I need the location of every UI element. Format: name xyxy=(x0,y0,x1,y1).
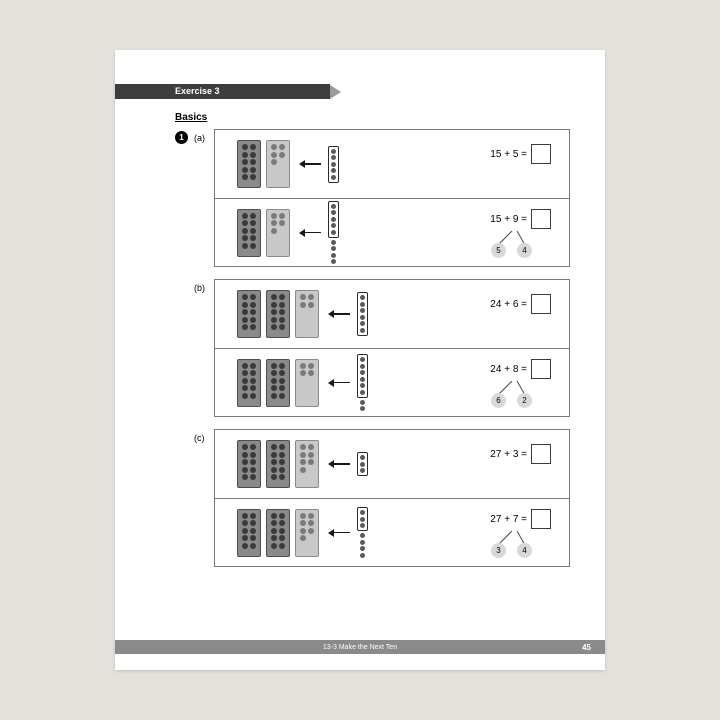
problem-panel: 15 + 9 = 54 xyxy=(215,198,569,266)
sub-label: (c) xyxy=(194,433,214,443)
bond-right: 4 xyxy=(517,243,532,258)
blocks-area xyxy=(215,507,368,558)
ten-block-light xyxy=(295,440,319,488)
ones-column xyxy=(328,146,339,183)
ones-column xyxy=(357,507,368,558)
equation-text: 24 + 8 = xyxy=(490,364,527,375)
answer-box[interactable] xyxy=(531,509,551,529)
sub-label: (b) xyxy=(194,283,214,293)
equation-text: 15 + 9 = xyxy=(490,214,527,225)
equation-text: 27 + 3 = xyxy=(490,449,527,460)
ones-column xyxy=(357,292,368,336)
equation: 27 + 3 = xyxy=(490,444,551,464)
problem-panel: 24 + 8 = 62 xyxy=(215,348,569,416)
exercise-banner: Exercise 3 xyxy=(115,84,341,99)
ten-block-light xyxy=(295,290,319,338)
ten-block-dark xyxy=(266,509,290,557)
ten-block-light xyxy=(266,209,290,257)
ones-column xyxy=(357,452,368,476)
problem-panel: 27 + 7 = 34 xyxy=(215,498,569,566)
arrow-left-icon xyxy=(328,460,350,468)
answer-box[interactable] xyxy=(531,294,551,314)
number-bond: 62 xyxy=(489,381,535,411)
arrow-left-icon xyxy=(328,529,350,537)
page-number: 45 xyxy=(582,643,591,652)
ones-block xyxy=(328,201,339,238)
answer-box[interactable] xyxy=(531,359,551,379)
extra-dots xyxy=(331,240,336,265)
arrow-left-icon xyxy=(328,310,350,318)
content-area: Basics 1 (a)15 + 5 =15 + 9 =54(b)24 + 6 … xyxy=(175,112,570,583)
blocks-area xyxy=(215,440,368,488)
subquestions: (a)15 + 5 =15 + 9 =54(b)24 + 6 =24 + 8 =… xyxy=(194,129,570,579)
ten-block-dark xyxy=(237,140,261,188)
ten-block-dark xyxy=(237,209,261,257)
banner-title: Exercise 3 xyxy=(115,84,330,99)
ones-block xyxy=(357,292,368,336)
ones-block xyxy=(357,507,368,531)
footer-lesson: 13-3 Make the Next Ten xyxy=(323,644,397,651)
ones-block xyxy=(357,354,368,398)
blocks-area xyxy=(215,354,368,411)
equation: 24 + 6 = xyxy=(490,294,551,314)
answer-box[interactable] xyxy=(531,444,551,464)
panel-group: 24 + 6 = 24 + 8 = 62 xyxy=(214,279,570,417)
ten-block-light xyxy=(295,509,319,557)
question-number-badge: 1 xyxy=(175,131,188,144)
panel-group: 27 + 3 = 27 + 7 = 34 xyxy=(214,429,570,567)
arrow-left-icon xyxy=(328,379,350,387)
bond-left: 6 xyxy=(491,393,506,408)
ten-block-dark xyxy=(266,290,290,338)
ten-block-dark xyxy=(237,509,261,557)
ten-block-light xyxy=(266,140,290,188)
ten-block-dark xyxy=(237,290,261,338)
problem-panel: 15 + 5 = xyxy=(215,130,569,198)
page-footer: 13-3 Make the Next Ten 45 xyxy=(115,640,605,654)
bond-right: 2 xyxy=(517,393,532,408)
equation: 15 + 5 = xyxy=(490,144,551,164)
answer-box[interactable] xyxy=(531,209,551,229)
equation: 27 + 7 = xyxy=(490,509,551,529)
ones-column xyxy=(328,201,339,265)
equation-text: 27 + 7 = xyxy=(490,514,527,525)
subquestion: (a) 15 + 5 = 15 + 9 = 54 xyxy=(194,129,570,267)
subquestion: (c) 27 + 3 = 27 + 7 = 34 xyxy=(194,429,570,567)
extra-dots xyxy=(360,533,365,558)
blocks-area xyxy=(215,140,339,188)
question-1: 1 (a)15 + 5 =15 + 9 =54(b)24 + 6 =24 + 8… xyxy=(175,129,570,579)
problem-panel: 24 + 6 = xyxy=(215,280,569,348)
arrow-left-icon xyxy=(299,160,321,168)
ten-block-dark xyxy=(266,440,290,488)
ten-block-light xyxy=(295,359,319,407)
banner-arrow-icon xyxy=(330,85,341,99)
sub-label: (a) xyxy=(194,133,214,143)
bond-left: 5 xyxy=(491,243,506,258)
ones-column xyxy=(357,354,368,411)
ones-block xyxy=(328,146,339,183)
answer-box[interactable] xyxy=(531,144,551,164)
problem-panel: 27 + 3 = xyxy=(215,430,569,498)
ten-block-dark xyxy=(266,359,290,407)
bond-left: 3 xyxy=(491,543,506,558)
number-bond: 54 xyxy=(489,231,535,261)
equation-text: 24 + 6 = xyxy=(490,299,527,310)
equation: 24 + 8 = xyxy=(490,359,551,379)
arrow-left-icon xyxy=(299,229,321,237)
extra-dots xyxy=(360,400,365,412)
section-heading: Basics xyxy=(175,112,570,123)
bond-right: 4 xyxy=(517,543,532,558)
worksheet-page: Exercise 3 Basics 1 (a) 15 + 5 = 15 + 9 = 5… xyxy=(115,50,605,670)
ten-block-dark xyxy=(237,440,261,488)
number-bond: 34 xyxy=(489,531,535,561)
blocks-area xyxy=(215,201,339,265)
blocks-area xyxy=(215,290,368,338)
equation: 15 + 9 = xyxy=(490,209,551,229)
subquestion: (b) 24 + 6 = 24 + 8 = 62 xyxy=(194,279,570,417)
ten-block-dark xyxy=(237,359,261,407)
ones-block xyxy=(357,452,368,476)
panel-group: 15 + 5 = 15 + 9 = 54 xyxy=(214,129,570,267)
equation-text: 15 + 5 = xyxy=(490,149,527,160)
